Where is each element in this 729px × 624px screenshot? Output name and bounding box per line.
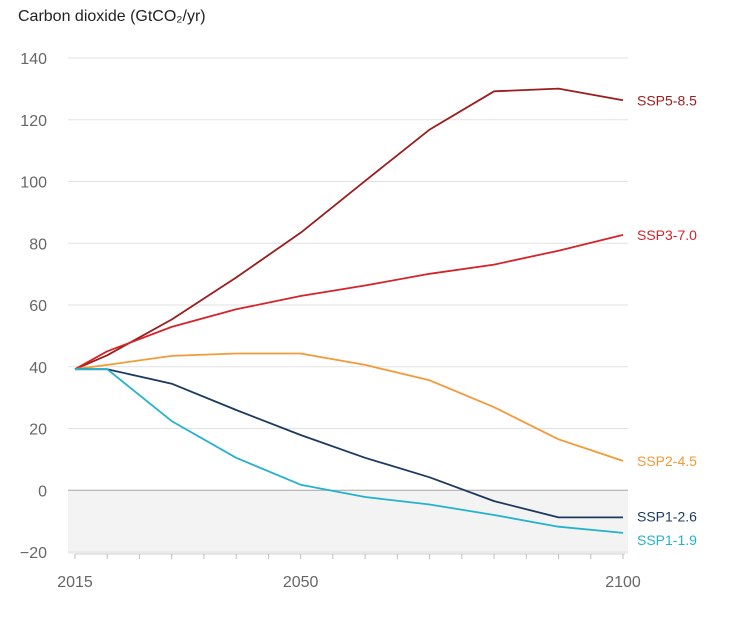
x-tick-label: 2100 xyxy=(605,574,641,591)
series-label: SSP1-1.9 xyxy=(637,532,697,548)
series-label: SSP1-2.6 xyxy=(637,508,697,524)
y-tick-label: 40 xyxy=(29,360,47,377)
y-tick-label: 100 xyxy=(20,175,47,192)
chart-title: Carbon dioxide (GtCO₂/yr) xyxy=(18,8,206,25)
series-line-ssp1-2.6 xyxy=(75,368,623,519)
series-label: SSP3-7.0 xyxy=(637,227,697,243)
series-line-ssp2-4.5 xyxy=(74,352,624,462)
y-tick-label: 140 xyxy=(20,51,47,68)
x-tick-label: 2015 xyxy=(57,574,93,591)
series-line-ssp3-7.0 xyxy=(74,234,624,370)
negative-emissions-band xyxy=(68,490,628,554)
y-tick-label: 0 xyxy=(38,483,47,500)
x-tick-label: 2050 xyxy=(283,574,319,591)
series-line-ssp1-1.9 xyxy=(75,368,624,534)
y-tick-label: 20 xyxy=(29,422,47,439)
series-line-ssp5-8.5 xyxy=(74,87,624,371)
y-tick-label: 60 xyxy=(29,298,47,315)
series-label: SSP2-4.5 xyxy=(637,453,697,469)
y-tick-label: 80 xyxy=(29,236,47,253)
y-tick-label: 120 xyxy=(20,113,47,130)
series-label: SSP5-8.5 xyxy=(637,92,697,108)
y-tick-label: −20 xyxy=(20,545,47,562)
